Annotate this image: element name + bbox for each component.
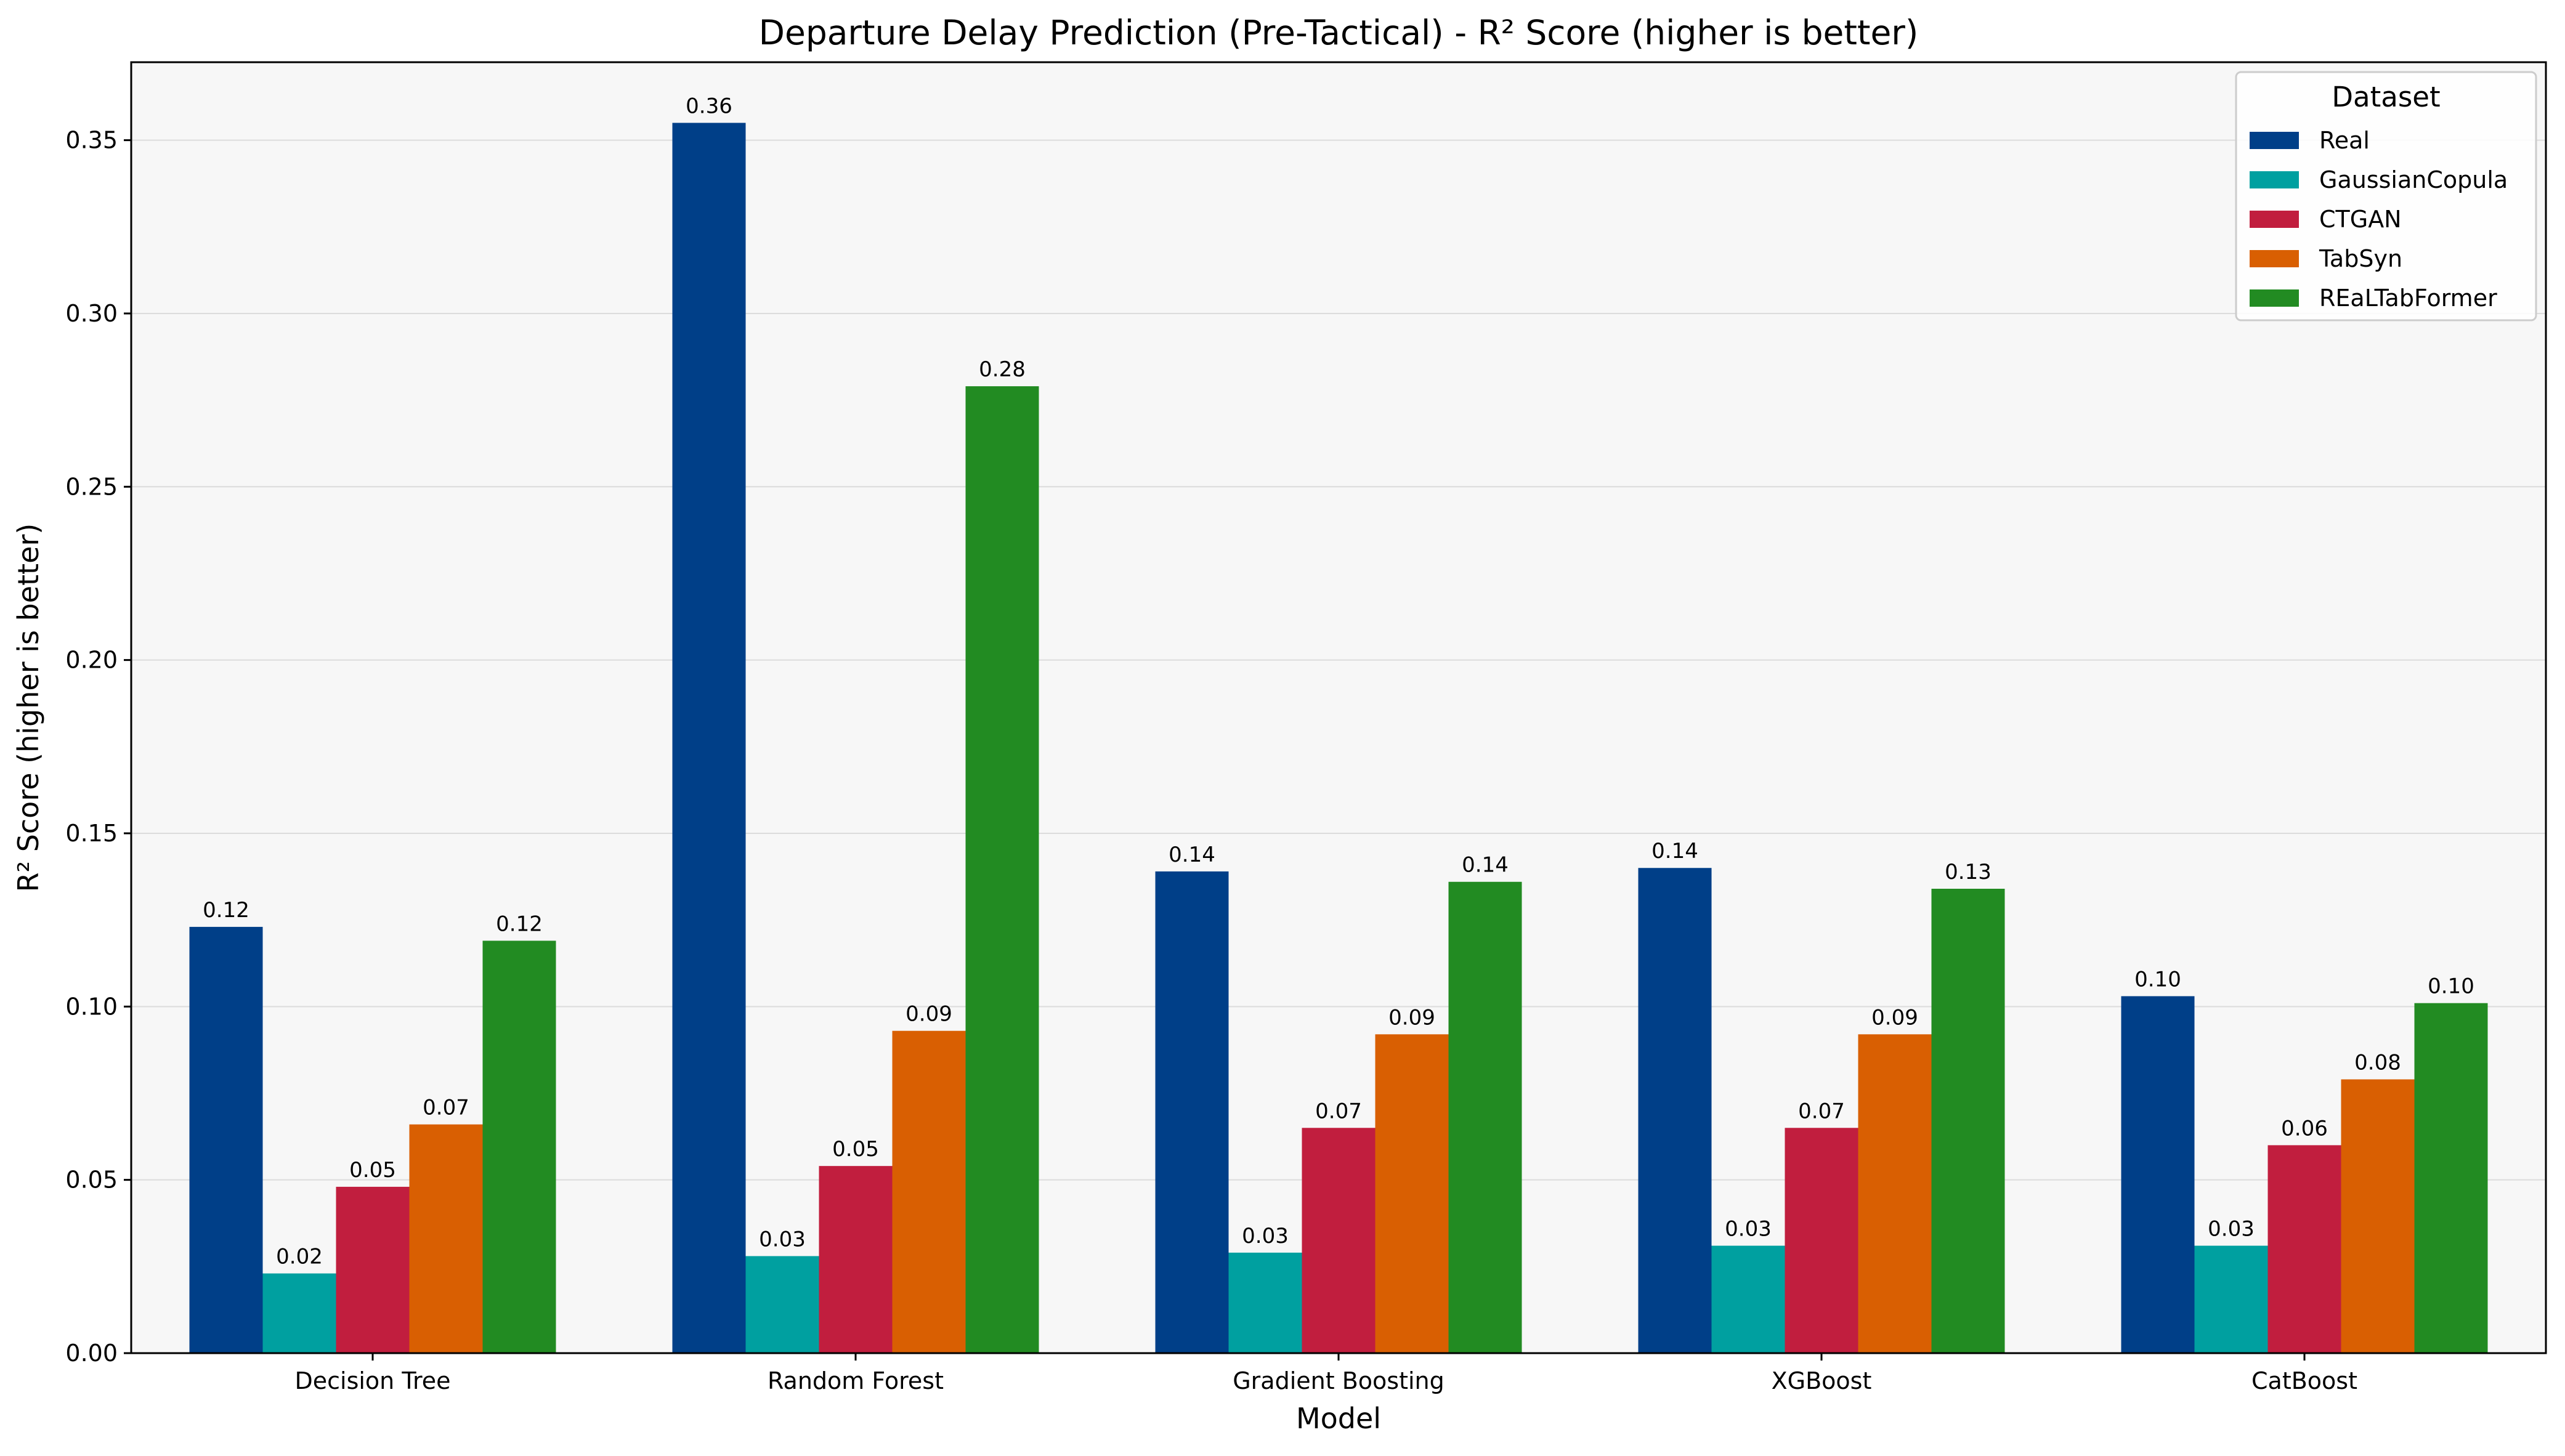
legend-entry: TabSyn [2319, 245, 2402, 272]
bar-gaussiancopula-gradient-boosting [1228, 1252, 1302, 1353]
bar-value-label: 0.05 [832, 1137, 879, 1162]
bar-value-label: 0.07 [423, 1096, 469, 1120]
bar-tabsyn-random-forest [892, 1030, 966, 1353]
bar-value-label: 0.09 [1871, 1005, 1918, 1030]
legend-swatch [2250, 211, 2299, 228]
x-tick-label: XGBoost [1772, 1367, 1872, 1394]
bar-ctgan-catboost [2267, 1145, 2341, 1353]
bar-value-label: 0.14 [1651, 839, 1698, 863]
y-tick-label: 0.20 [65, 647, 118, 674]
bar-value-label: 0.03 [1242, 1224, 1289, 1248]
y-tick-label: 0.15 [65, 820, 118, 847]
legend-box [2235, 71, 2537, 322]
bar-gaussiancopula-catboost [2194, 1245, 2268, 1353]
x-axis-label: Model [1296, 1402, 1381, 1435]
bar-ctgan-xgboost [1785, 1128, 1858, 1353]
y-axis: 0.00 0.05 0.10 0.15 0.20 0.25 0.30 0.35 [65, 127, 131, 1367]
bar-ctgan-gradient-boosting [1302, 1128, 1376, 1353]
bar-real-random-forest [672, 123, 746, 1353]
legend-title: Dataset [2332, 81, 2440, 113]
y-tick-label: 0.10 [65, 993, 118, 1020]
bar-value-label: 0.09 [906, 1002, 952, 1027]
bar-realtabformer-xgboost [1931, 889, 2005, 1353]
bar-value-label: 0.10 [2428, 974, 2474, 999]
bar-realtabformer-gradient-boosting [1448, 881, 1522, 1353]
x-tick-label: Decision Tree [294, 1367, 450, 1394]
bar-tabsyn-catboost [2341, 1079, 2415, 1353]
bar-value-label: 0.36 [686, 94, 732, 118]
x-tick-label: Gradient Boosting [1233, 1367, 1445, 1394]
bar-value-label: 0.07 [1315, 1099, 1362, 1123]
bar-value-label: 0.06 [2281, 1116, 2328, 1141]
bar-realtabformer-decision-tree [482, 940, 556, 1353]
x-tick-label: CatBoost [2251, 1367, 2357, 1394]
bar-value-label: 0.13 [1945, 860, 1992, 884]
legend-entry: GaussianCopula [2319, 166, 2508, 193]
bars [189, 123, 2488, 1353]
legend-swatch [2250, 171, 2299, 188]
bar-tabsyn-xgboost [1858, 1034, 1932, 1353]
bar-gaussiancopula-xgboost [1711, 1245, 1785, 1353]
bar-real-catboost [2121, 996, 2195, 1353]
y-axis-label: R² Score (higher is better) [12, 524, 45, 892]
bar-value-label: 0.10 [2134, 967, 2181, 992]
bar-gaussiancopula-random-forest [745, 1256, 819, 1353]
legend-swatch [2250, 132, 2299, 149]
bar-ctgan-random-forest [819, 1166, 893, 1353]
bar-value-label: 0.02 [276, 1245, 323, 1269]
bar-real-xgboost [1638, 868, 1712, 1353]
bar-value-label: 0.12 [203, 898, 249, 923]
legend: Dataset Real GaussianCopula CTGAN TabSyn REaL… [2235, 71, 2537, 322]
y-tick-label: 0.30 [65, 300, 118, 327]
bar-real-decision-tree [189, 926, 263, 1353]
chart-title: Departure Delay Prediction (Pre-Tactical… [759, 13, 1919, 52]
bar-value-label: 0.05 [349, 1158, 396, 1183]
x-axis: Decision Tree Random Forest Gradient Boost… [294, 1353, 2357, 1394]
y-tick-label: 0.05 [65, 1167, 118, 1194]
legend-swatch [2250, 250, 2299, 267]
bar-realtabformer-catboost [2414, 1003, 2488, 1353]
bar-value-label: 0.03 [1725, 1217, 1772, 1242]
bar-realtabformer-random-forest [965, 386, 1039, 1353]
legend-swatch [2250, 289, 2299, 307]
bar-value-label: 0.12 [496, 912, 543, 936]
bar-value-label: 0.09 [1388, 1005, 1435, 1030]
bar-value-label: 0.28 [979, 357, 1026, 382]
bar-gaussiancopula-decision-tree [262, 1273, 336, 1353]
bar-ctgan-decision-tree [336, 1186, 410, 1353]
legend-entry: CTGAN [2319, 206, 2402, 233]
y-tick-label: 0.25 [65, 473, 118, 500]
bar-value-label: 0.08 [2354, 1050, 2401, 1075]
bar-tabsyn-gradient-boosting [1375, 1034, 1449, 1353]
bar-real-gradient-boosting [1155, 871, 1229, 1353]
x-tick-label: Random Forest [768, 1367, 944, 1394]
bar-value-label: 0.07 [1798, 1099, 1845, 1123]
y-tick-label: 0.35 [65, 127, 118, 154]
bar-value-label: 0.14 [1169, 843, 1215, 867]
grid-lines [131, 139, 2546, 1354]
data-labels: 0.12 0.02 0.05 0.07 0.12 0.36 0.03 0.05 0.09 0.28… [203, 94, 2474, 1269]
legend-entry: REaLTabFormer [2319, 285, 2497, 312]
bar-tabsyn-decision-tree [409, 1124, 483, 1353]
legend-entry: Real [2319, 127, 2370, 154]
bar-value-label: 0.03 [2208, 1217, 2255, 1242]
y-tick-label: 0.00 [65, 1340, 118, 1367]
bar-value-label: 0.03 [759, 1227, 806, 1252]
bar-value-label: 0.14 [1462, 853, 1509, 878]
